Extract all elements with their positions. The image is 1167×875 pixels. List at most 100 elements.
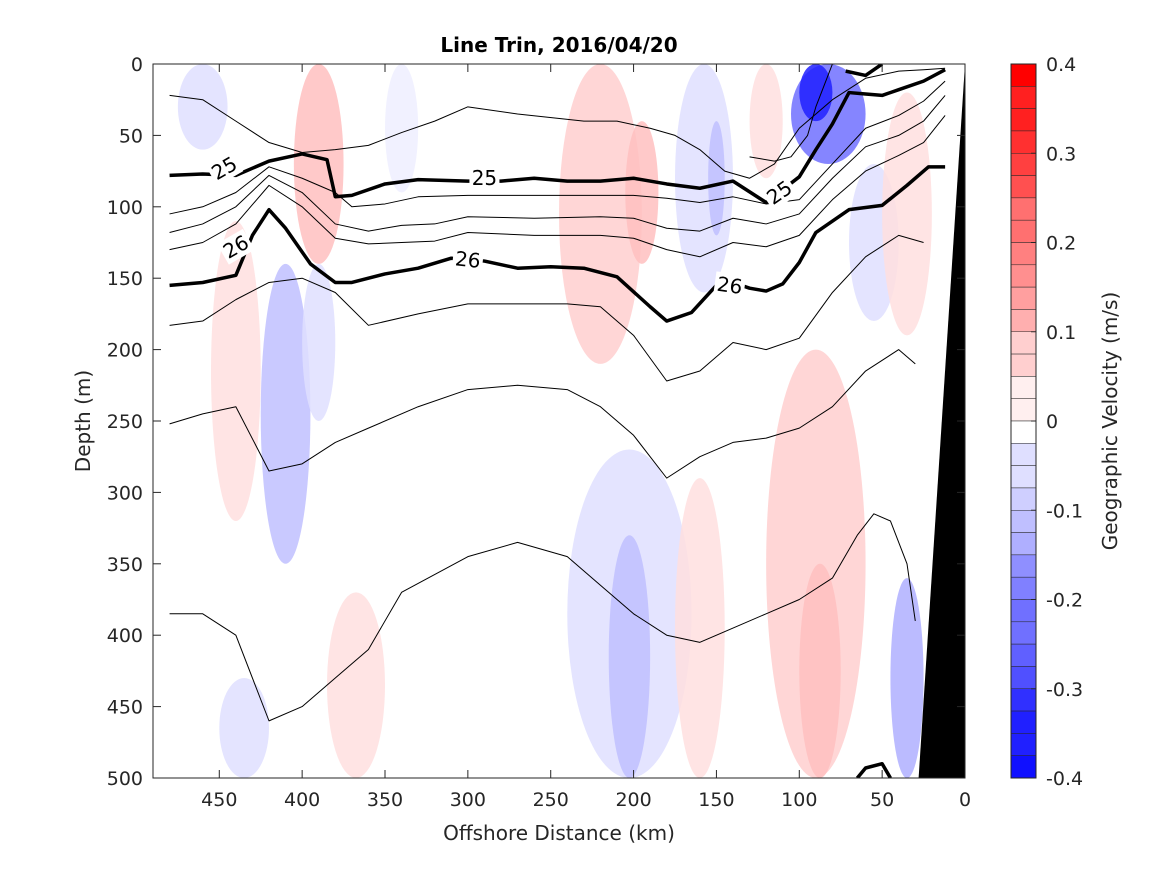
- velocity-field: [177, 64, 932, 778]
- velocity-patch: [882, 92, 932, 336]
- velocity-patch: [799, 64, 833, 122]
- colorbar-tick-label: 0.1: [1046, 322, 1076, 344]
- colorbar-level: [1010, 63, 1037, 87]
- x-tick-label: 50: [870, 789, 894, 811]
- colorbar-level: [1010, 554, 1037, 578]
- contour-label: 25: [469, 166, 500, 191]
- y-tick-label: 450: [107, 697, 143, 719]
- isopycnal-line: [169, 80, 946, 215]
- velocity-patch: [327, 592, 385, 778]
- colorbar-level: [1010, 443, 1037, 466]
- velocity-patch: [749, 64, 783, 179]
- velocity-patch: [385, 64, 419, 193]
- x-axis-label: Offshore Distance (km): [443, 821, 675, 845]
- colorbar-level: [1010, 532, 1037, 556]
- isopycnal-bold-line: [855, 761, 892, 778]
- y-tick-label: 250: [107, 411, 143, 433]
- chart-title: Line Trin, 2016/04/20: [440, 33, 677, 57]
- velocity-patch: [675, 64, 733, 293]
- colorbar-level: [1010, 755, 1037, 779]
- colorbar-level: [1010, 420, 1037, 444]
- colorbar-tick-label: 0.4: [1046, 54, 1076, 76]
- contour-label-bg: [205, 150, 244, 187]
- colorbar-level: [1010, 153, 1037, 176]
- x-tick-label: 200: [615, 789, 651, 811]
- velocity-patch: [625, 121, 659, 264]
- isopycnal-line: [169, 115, 946, 258]
- isopycnal-contours: [169, 64, 946, 778]
- colorbar-level: [1010, 621, 1037, 645]
- contour-label: 26: [713, 271, 747, 300]
- x-tick-label: 300: [450, 789, 486, 811]
- colorbar-level: [1010, 331, 1037, 355]
- colorbar-level: [1010, 175, 1037, 199]
- y-tick-label: 0: [131, 54, 143, 76]
- velocity-patch: [302, 263, 336, 421]
- x-tick-label: 350: [367, 789, 403, 811]
- velocity-patch: [608, 535, 651, 778]
- colorbar-level: [1010, 576, 1037, 600]
- bathymetry: [918, 64, 965, 778]
- isopycnal-line: [169, 513, 916, 722]
- isopycnal-line: [169, 67, 946, 179]
- colorbar-level: [1010, 733, 1037, 756]
- colorbar-level: [1010, 130, 1037, 154]
- y-axis-label: Depth (m): [71, 370, 95, 472]
- velocity-patch: [211, 221, 261, 521]
- isopycnal-line: [169, 349, 916, 479]
- colorbar-label: Geographic Velocity (m/s): [1098, 292, 1122, 551]
- isopycnal-bold-line: [845, 64, 884, 78]
- velocity-patch: [260, 263, 311, 564]
- bathymetry-shape: [918, 64, 965, 778]
- colorbar-level: [1010, 264, 1037, 288]
- velocity-patch: [675, 478, 725, 778]
- contour-label-text: 25: [472, 166, 497, 190]
- colorbar-tick-label: 0.2: [1046, 233, 1076, 255]
- colorbar-tick-label: -0.1: [1046, 500, 1083, 522]
- y-tick-label: 400: [107, 625, 143, 647]
- colorbar-tick-label: -0.2: [1046, 590, 1083, 612]
- colorbar-level: [1010, 398, 1037, 422]
- x-tick-label: 250: [533, 789, 569, 811]
- colorbar: 0.4 0.3 0.2 0.1 0 -0.1 -0.2 -0.3 -0.4: [1010, 54, 1083, 790]
- x-axis: 450 400 350 300 250 200 150 100 50 0: [201, 64, 971, 811]
- colorbar-level: [1010, 86, 1037, 109]
- y-tick-label: 500: [107, 768, 143, 790]
- contour-label-bg: [216, 228, 255, 265]
- velocity-patch: [799, 563, 841, 778]
- colorbar-level: [1010, 309, 1037, 332]
- y-tick-label: 100: [107, 197, 143, 219]
- colorbar-tick-label: 0.3: [1046, 143, 1076, 165]
- colorbar-level: [1010, 465, 1037, 489]
- colorbar-level: [1010, 710, 1037, 734]
- colorbar-level: [1010, 286, 1037, 310]
- contour-label-bg: [451, 246, 485, 274]
- colorbar-level: [1010, 219, 1037, 243]
- colorbar-level: [1010, 108, 1037, 132]
- colorbar-level: [1010, 376, 1037, 399]
- x-tick-label: 400: [284, 789, 320, 811]
- colorbar-tick-label: 0: [1046, 411, 1058, 433]
- velocity-patch: [890, 578, 924, 778]
- colorbar-tick-label: -0.3: [1046, 679, 1083, 701]
- isopycnal-line: [169, 95, 946, 233]
- contour-label-text: 26: [454, 246, 482, 273]
- colorbar-level: [1010, 510, 1037, 533]
- colorbar-level: [1010, 599, 1037, 623]
- contour-label-bg: [760, 174, 799, 211]
- contour-label: 26: [451, 246, 485, 274]
- y-tick-label: 150: [107, 268, 143, 290]
- isopycnal-line: [749, 64, 833, 162]
- y-tick-label: 350: [107, 554, 143, 576]
- colorbar-level: [1010, 353, 1037, 377]
- isopycnal-bold-line: [169, 68, 946, 205]
- contour-label-bg: [713, 271, 747, 300]
- x-tick-label: 0: [959, 789, 971, 811]
- y-tick-label: 300: [107, 482, 143, 504]
- x-tick-label: 100: [781, 789, 817, 811]
- y-axis: 0 50 100 150 200 250 300 350 400 450 500: [107, 54, 965, 790]
- colorbar-level: [1010, 487, 1037, 511]
- x-tick-label: 450: [201, 789, 237, 811]
